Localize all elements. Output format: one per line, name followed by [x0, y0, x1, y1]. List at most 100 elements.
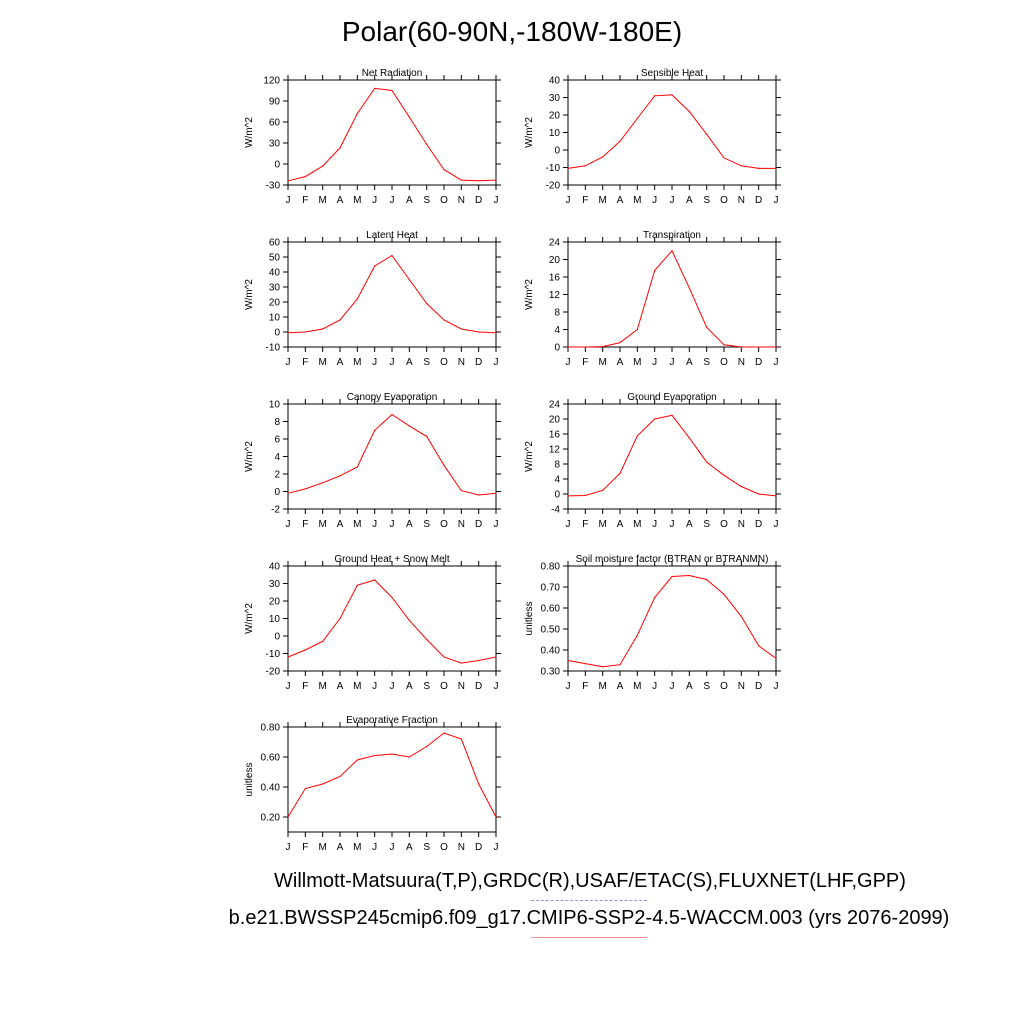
x-tick-label: N [458, 519, 465, 530]
x-tick-label: F [582, 357, 588, 368]
y-tick-label: -2 [271, 505, 280, 516]
x-tick-label: S [703, 519, 710, 530]
x-tick-label: M [633, 357, 641, 368]
y-tick-label: 0.20 [261, 813, 281, 824]
y-axis-label: W/m^2 [524, 441, 535, 472]
x-tick-label: A [337, 195, 344, 206]
y-tick-label: 0.80 [541, 562, 561, 573]
observations-legend-dash [531, 900, 647, 901]
x-tick-label: J [390, 681, 395, 692]
x-tick-label: M [353, 519, 361, 530]
y-tick-label: 90 [269, 97, 281, 108]
data-point [706, 133, 708, 135]
x-tick-label: J [372, 195, 377, 206]
data-point [408, 425, 410, 427]
y-tick-label: -20 [266, 667, 281, 678]
data-point [478, 331, 480, 333]
data-point [775, 346, 777, 348]
x-tick-label: O [720, 195, 728, 206]
data-point [654, 269, 656, 272]
x-tick-label: S [423, 357, 430, 368]
x-tick-label: J [372, 842, 377, 853]
data-point [584, 663, 586, 665]
x-tick-label: J [372, 357, 377, 368]
data-point [688, 110, 690, 113]
series-line [287, 87, 497, 182]
x-tick-label: S [423, 519, 430, 530]
x-tick-label: A [337, 842, 344, 853]
x-tick-label: J [652, 195, 657, 206]
plot-frame [287, 79, 497, 186]
plot-frame [567, 403, 777, 510]
x-tick-label: J [372, 681, 377, 692]
data-point [426, 435, 428, 437]
data-point [339, 147, 341, 149]
x-tick-label: O [440, 357, 448, 368]
x-tick-label: J [494, 195, 499, 206]
series-line [568, 249, 776, 348]
y-tick-label: 10 [269, 400, 281, 411]
data-point [287, 816, 289, 818]
x-tick-label: S [423, 195, 430, 206]
x-tick-label: J [494, 357, 499, 368]
panel-title: Transpiration [643, 230, 701, 241]
data-point [758, 167, 760, 169]
y-tick-label: 8 [274, 417, 280, 428]
x-tick-label: F [302, 357, 308, 368]
x-tick-label: N [738, 195, 745, 206]
x-tick-label: A [617, 681, 624, 692]
y-tick-label: 0 [274, 487, 280, 498]
data-point [671, 94, 673, 96]
x-tick-label: M [353, 842, 361, 853]
x-tick-label: A [337, 681, 344, 692]
data-point [339, 775, 341, 778]
x-tick-label: J [774, 519, 779, 530]
x-tick-label: N [458, 195, 465, 206]
data-point [671, 414, 673, 416]
data-point [723, 593, 725, 595]
plot-frame [287, 726, 497, 833]
x-tick-label: A [406, 519, 413, 530]
x-tick-label: J [566, 195, 571, 206]
data-point [287, 492, 289, 494]
data-point [723, 344, 725, 346]
y-tick-label: 0.30 [541, 667, 561, 678]
x-tick-label: F [582, 681, 588, 692]
data-point [706, 326, 708, 328]
data-point [322, 328, 324, 330]
y-tick-label: 20 [549, 111, 561, 122]
x-tick-label: N [738, 357, 745, 368]
plot-frame [567, 565, 777, 672]
series-line [287, 254, 497, 334]
data-point [391, 413, 393, 416]
x-tick-label: S [703, 681, 710, 692]
data-point [688, 437, 690, 439]
y-tick-label: 8 [554, 308, 560, 319]
data-point [322, 482, 324, 484]
x-tick-label: F [582, 519, 588, 530]
y-tick-label: 0.60 [541, 604, 561, 615]
x-tick-label: J [774, 195, 779, 206]
x-tick-label: A [686, 681, 693, 692]
y-axis-label: W/m^2 [244, 279, 255, 310]
data-point [443, 464, 445, 466]
data-point [460, 179, 462, 181]
x-tick-label: F [302, 519, 308, 530]
y-tick-label: 0.80 [261, 723, 281, 734]
x-tick-label: J [390, 195, 395, 206]
data-point [443, 732, 445, 734]
data-point [408, 278, 410, 281]
panel-title: Sensible Heat [641, 68, 703, 79]
data-point [775, 495, 777, 497]
data-point [356, 298, 358, 300]
data-point [304, 787, 306, 790]
data-point [636, 634, 638, 636]
data-point [495, 656, 497, 658]
x-tick-label: J [390, 357, 395, 368]
y-tick-label: 20 [549, 255, 561, 266]
data-point [460, 490, 462, 492]
x-tick-label: N [738, 681, 745, 692]
y-tick-label: 10 [269, 313, 281, 324]
x-tick-label: F [302, 681, 308, 692]
